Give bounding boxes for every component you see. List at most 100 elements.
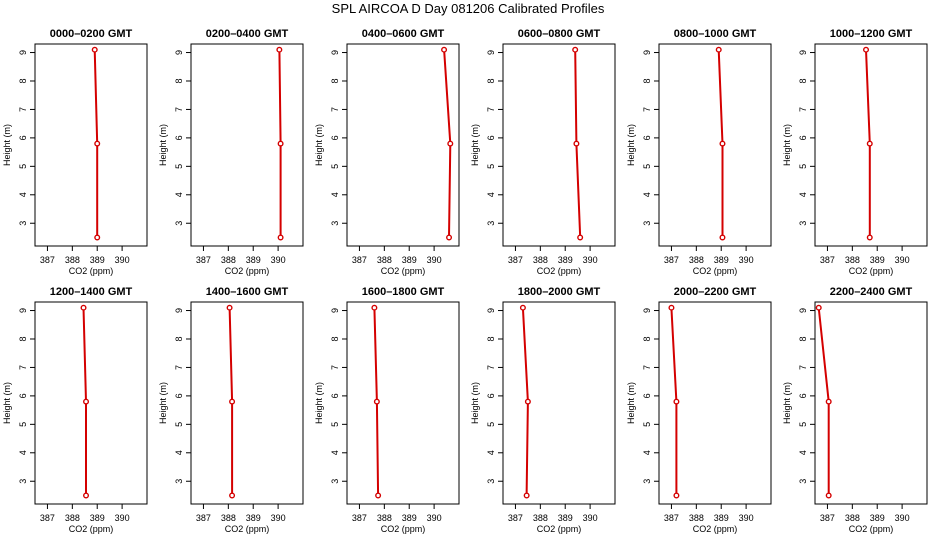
data-point [371,304,378,311]
x-tick-label: 389 [246,513,261,523]
y-tick-label: 7 [18,107,28,112]
panel-title: 1400–1600 GMT [206,286,289,298]
x-tick-label: 390 [739,255,754,265]
x-tick-label: 390 [115,513,130,523]
y-tick-label: 7 [174,107,184,112]
y-tick-label: 5 [798,164,808,169]
data-point [866,234,873,241]
plot-frame [190,43,304,247]
y-tick-label: 9 [330,308,340,313]
x-tick-label: 387 [40,255,55,265]
data-point [375,492,382,499]
x-tick-label: 389 [402,513,417,523]
y-tick-label: 4 [486,192,496,197]
y-tick-label: 7 [486,365,496,370]
y-tick-label: 7 [798,107,808,112]
data-point [91,46,98,53]
x-axis-label: CO2 (ppm) [693,266,738,276]
plot-frame [502,301,616,505]
data-point [441,46,448,53]
y-axis-label: Height (m) [782,124,792,166]
y-tick-label: 9 [798,50,808,55]
data-point [519,304,526,311]
x-tick-label: 389 [714,255,729,265]
data-point [673,398,680,405]
panel-title: 2000–2200 GMT [674,286,757,298]
x-tick-label: 389 [558,513,573,523]
y-tick-label: 4 [642,450,652,455]
panel-title: 1800–2000 GMT [518,286,601,298]
y-tick-label: 5 [174,422,184,427]
x-axis-label: CO2 (ppm) [69,266,114,276]
data-point [276,46,283,53]
x-tick-label: 388 [689,513,704,523]
y-axis-label: Height (m) [626,382,636,424]
data-point [825,492,832,499]
data-point [229,398,236,405]
y-tick-label: 4 [174,450,184,455]
data-point [80,304,87,311]
y-axis-label: Height (m) [470,124,480,166]
x-tick-label: 388 [689,255,704,265]
y-tick-label: 7 [486,107,496,112]
plot-frame [346,301,460,505]
y-tick-label: 8 [330,336,340,341]
x-axis-label: CO2 (ppm) [849,266,894,276]
y-tick-label: 7 [330,107,340,112]
x-tick-label: 390 [427,255,442,265]
y-tick-label: 3 [174,479,184,484]
y-tick-label: 8 [330,78,340,83]
y-tick-label: 7 [330,365,340,370]
data-point [83,398,90,405]
x-tick-label: 387 [664,513,679,523]
x-tick-label: 387 [196,255,211,265]
y-tick-label: 9 [330,50,340,55]
data-point [226,304,233,311]
x-tick-label: 389 [870,255,885,265]
x-tick-label: 388 [221,255,236,265]
data-point [523,492,530,499]
data-point [277,140,284,147]
x-axis-label: CO2 (ppm) [381,524,426,534]
y-tick-label: 6 [642,135,652,140]
y-tick-label: 9 [174,50,184,55]
data-point [866,140,873,147]
x-tick-label: 387 [820,255,835,265]
data-point [668,304,675,311]
figure-title: SPL AIRCOA D Day 081206 Calibrated Profi… [331,1,605,16]
y-tick-label: 8 [642,78,652,83]
y-tick-label: 9 [174,308,184,313]
y-tick-label: 4 [486,450,496,455]
y-tick-label: 5 [330,164,340,169]
x-tick-label: 389 [246,255,261,265]
y-axis-label: Height (m) [782,382,792,424]
x-tick-label: 388 [533,255,548,265]
y-tick-label: 9 [798,308,808,313]
x-tick-label: 388 [845,255,860,265]
data-point [673,492,680,499]
plot-frame [658,301,772,505]
panel-title: 0000–0200 GMT [50,28,133,40]
x-axis-label: CO2 (ppm) [693,524,738,534]
y-tick-label: 6 [486,135,496,140]
plot-frame [346,43,460,247]
x-axis-label: CO2 (ppm) [225,524,270,534]
y-tick-label: 4 [18,450,28,455]
x-axis-label: CO2 (ppm) [537,266,582,276]
panel-title: 2200–2400 GMT [830,286,913,298]
y-tick-label: 9 [18,50,28,55]
data-point [815,304,822,311]
y-tick-label: 9 [642,308,652,313]
y-axis-label: Height (m) [2,382,12,424]
y-tick-label: 3 [18,221,28,226]
data-point [572,46,579,53]
x-tick-label: 387 [820,513,835,523]
data-point [229,492,236,499]
data-point [715,46,722,53]
